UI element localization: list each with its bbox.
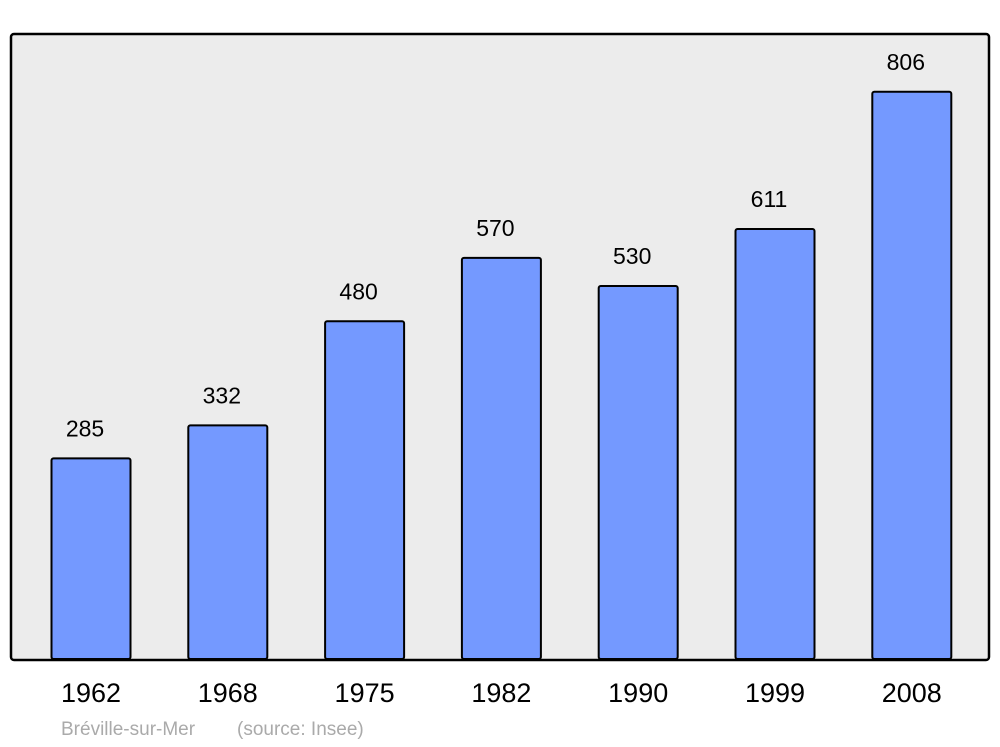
bar [734, 228, 816, 660]
bar [871, 90, 953, 660]
bar [187, 424, 269, 660]
value-label: 285 [66, 416, 104, 442]
x-tick-label: 1982 [471, 678, 531, 708]
value-label: 570 [476, 215, 514, 241]
x-tick-label: 1975 [335, 678, 395, 708]
source: (source: Insee) [237, 719, 364, 740]
x-tick-label: 1990 [608, 678, 668, 708]
value-label: 332 [203, 382, 241, 408]
bar [597, 285, 679, 660]
value-label: 480 [339, 278, 377, 304]
x-tick-label: 1999 [745, 678, 805, 708]
x-tick-label: 1968 [198, 678, 258, 708]
value-label: 806 [887, 49, 925, 75]
footnote: Bréville-sur-Mer [61, 719, 196, 740]
x-tick-label: 2008 [882, 678, 942, 708]
bar [324, 320, 406, 660]
bar [50, 457, 132, 661]
value-label: 611 [751, 186, 788, 212]
bar [460, 256, 542, 660]
x-tick-label: 1962 [61, 678, 121, 708]
value-label: 530 [613, 243, 651, 269]
